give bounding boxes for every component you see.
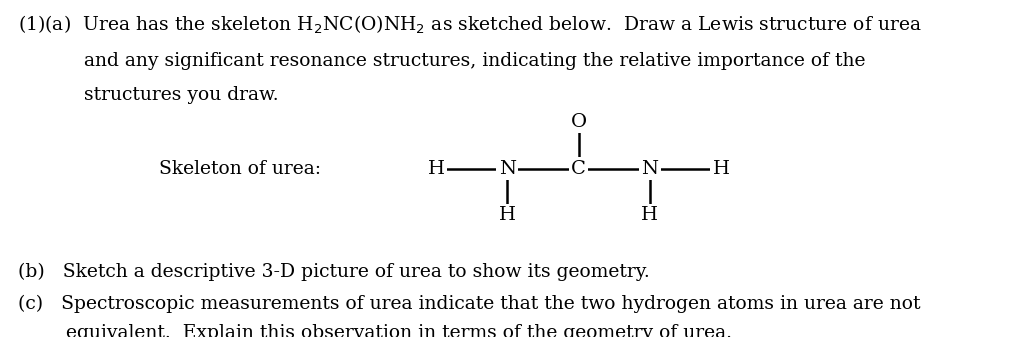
Text: (b)   Sketch a descriptive 3-D picture of urea to show its geometry.: (b) Sketch a descriptive 3-D picture of …	[18, 263, 650, 281]
Text: equivalent.  Explain this observation in terms of the geometry of urea.: equivalent. Explain this observation in …	[18, 324, 732, 337]
Text: O: O	[570, 113, 587, 131]
Text: N: N	[641, 159, 658, 178]
Text: H: H	[499, 206, 516, 224]
Text: (c)   Spectroscopic measurements of urea indicate that the two hydrogen atoms in: (c) Spectroscopic measurements of urea i…	[18, 295, 921, 313]
Text: H: H	[641, 206, 658, 224]
Text: structures you draw.: structures you draw.	[18, 86, 280, 104]
Text: H: H	[713, 159, 730, 178]
Text: H: H	[427, 159, 444, 178]
Text: (1)(a)  Urea has the skeleton H$_2$NC(O)NH$_2$ as sketched below.  Draw a Lewis : (1)(a) Urea has the skeleton H$_2$NC(O)N…	[18, 13, 923, 36]
Text: C: C	[571, 159, 586, 178]
Text: N: N	[499, 159, 516, 178]
Text: and any significant resonance structures, indicating the relative importance of : and any significant resonance structures…	[18, 52, 866, 70]
Text: Skeleton of urea:: Skeleton of urea:	[159, 159, 321, 178]
